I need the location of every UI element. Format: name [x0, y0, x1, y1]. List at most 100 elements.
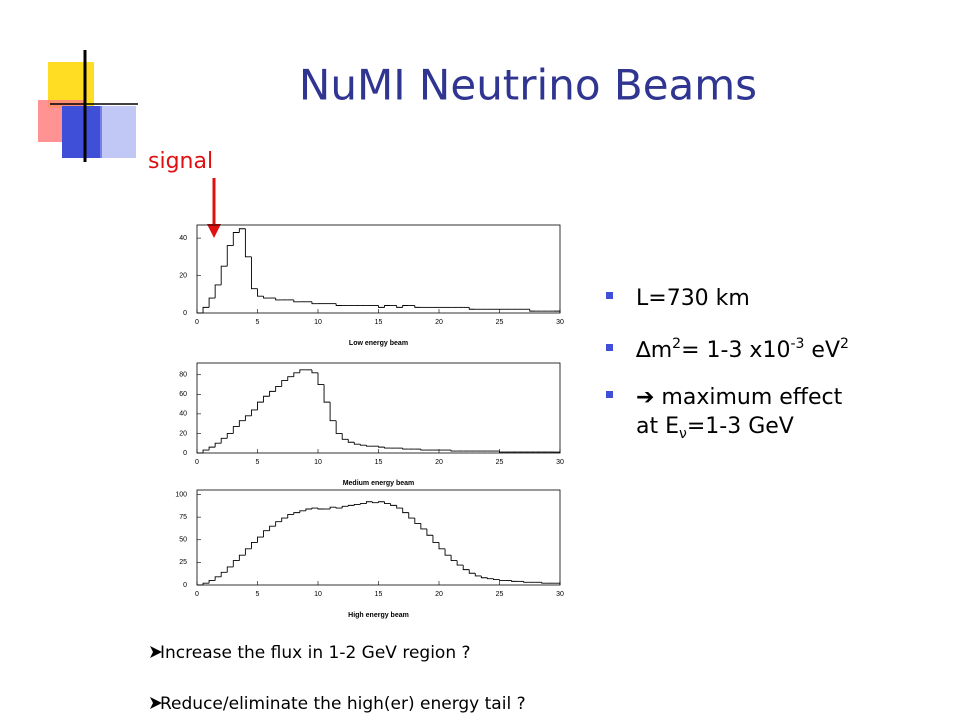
- histogram-bin: [287, 513, 294, 519]
- x-tick-label: 30: [556, 319, 564, 326]
- histogram-bin: [499, 451, 506, 453]
- histogram-bin: [220, 571, 228, 577]
- histogram-bin: [238, 420, 246, 427]
- histogram-bin: [226, 432, 234, 439]
- x-tick-label: 5: [256, 459, 260, 466]
- histogram-bin: [202, 582, 210, 585]
- histogram-bin: [402, 448, 409, 450]
- histogram-bin: [541, 582, 548, 584]
- histogram-bin: [523, 581, 530, 583]
- note-bullet: [150, 697, 162, 709]
- histogram-bin: [238, 228, 246, 233]
- y-tick-label: 20: [179, 272, 187, 279]
- histogram-bin: [287, 376, 294, 381]
- histogram-bin: [553, 582, 561, 585]
- title: NuMI Neutrino Beams: [299, 61, 757, 110]
- histogram-bin: [378, 305, 385, 308]
- histogram-bin: [220, 265, 228, 285]
- histogram-bin: [341, 505, 349, 509]
- y-tick-label: 60: [179, 391, 187, 398]
- histogram-bin: [275, 521, 282, 527]
- histogram-bin: [414, 518, 421, 524]
- histogram-bin: [420, 523, 427, 530]
- histogram-bin: [329, 506, 337, 509]
- histogram-bin: [384, 501, 391, 505]
- histogram-bin: [402, 508, 409, 514]
- histogram-bin: [426, 528, 433, 536]
- histogram-bin: [444, 548, 452, 556]
- histogram-bin: [208, 580, 216, 584]
- x-tick-label: 0: [195, 319, 199, 326]
- histogram-bin: [456, 560, 464, 566]
- note: Reduce/eliminate the high(er) energy tai…: [160, 694, 526, 714]
- y-tick-label: 25: [179, 559, 187, 566]
- y-tick-label: 20: [179, 430, 187, 437]
- x-tick-label: 5: [256, 591, 260, 598]
- histogram-bin: [293, 372, 300, 377]
- y-tick-label: 50: [179, 537, 187, 544]
- plot-frame: [196, 362, 561, 454]
- histogram-bin: [359, 444, 367, 446]
- histogram-bin: [414, 305, 421, 308]
- histogram-bin: [353, 442, 361, 445]
- histogram-bin: [257, 536, 264, 543]
- histogram-bin: [396, 305, 403, 308]
- histogram-bin: [232, 232, 240, 246]
- x-axis-label: High energy beam: [348, 612, 409, 619]
- histogram-bin: [408, 512, 415, 519]
- histogram-bin: [263, 296, 270, 299]
- bullet: [606, 292, 613, 299]
- histogram-bin: [257, 288, 264, 297]
- histogram-bin: [311, 369, 318, 374]
- histogram-bin: [347, 504, 355, 507]
- histogram-bin: [244, 548, 252, 556]
- y-tick-label: 40: [179, 411, 187, 418]
- histogram-bin: [384, 305, 391, 308]
- histogram-bin: [214, 442, 222, 448]
- histogram-bin: [553, 310, 561, 313]
- x-axis-label: Low energy beam: [349, 340, 408, 347]
- histogram-bin: [438, 542, 446, 550]
- histogram-bin: [263, 395, 270, 403]
- histogram-bin: [311, 301, 318, 305]
- x-tick-label: 15: [375, 319, 383, 326]
- histogram-bin: [396, 505, 403, 509]
- x-tick-label: 0: [195, 459, 199, 466]
- bullet-text: L=730 km: [636, 286, 750, 311]
- x-tick-label: 25: [496, 319, 504, 326]
- y-tick-label: 100: [175, 491, 187, 498]
- histogram-bin: [378, 446, 385, 448]
- histogram-bin: [299, 369, 306, 373]
- histogram-bin: [244, 415, 252, 421]
- histogram-bin: [244, 228, 252, 258]
- histogram-bin: [263, 530, 270, 538]
- bullet-text: ➔ maximum effect: [636, 385, 843, 410]
- y-tick-label: 80: [179, 372, 187, 379]
- deco-blue: [62, 106, 102, 158]
- histogram-bin: [323, 384, 331, 403]
- histogram-bin: [450, 450, 458, 452]
- histogram-bin: [365, 501, 373, 504]
- histogram-bin: [529, 309, 536, 312]
- x-tick-label: 0: [195, 591, 199, 598]
- histogram-bin: [480, 575, 488, 579]
- histogram-bin: [499, 579, 506, 581]
- note: Increase the flux in 1-2 GeV region ?: [160, 643, 471, 663]
- histogram-bin: [305, 508, 312, 511]
- histogram-bin: [238, 554, 246, 561]
- histogram-bin: [468, 307, 476, 310]
- x-tick-label: 10: [314, 591, 322, 598]
- histogram-bin: [384, 447, 391, 449]
- x-tick-label: 25: [496, 459, 504, 466]
- histogram-bin: [486, 577, 494, 580]
- y-tick-label: 75: [179, 514, 187, 521]
- histogram-bin: [232, 426, 240, 434]
- histogram-bin: [359, 503, 367, 505]
- histogram-bin: [257, 401, 264, 410]
- histogram-bin: [281, 517, 288, 522]
- histogram-bin: [390, 503, 397, 506]
- histogram-bin: [208, 297, 216, 308]
- histogram-bin: [511, 580, 518, 582]
- x-tick-label: 20: [435, 591, 443, 598]
